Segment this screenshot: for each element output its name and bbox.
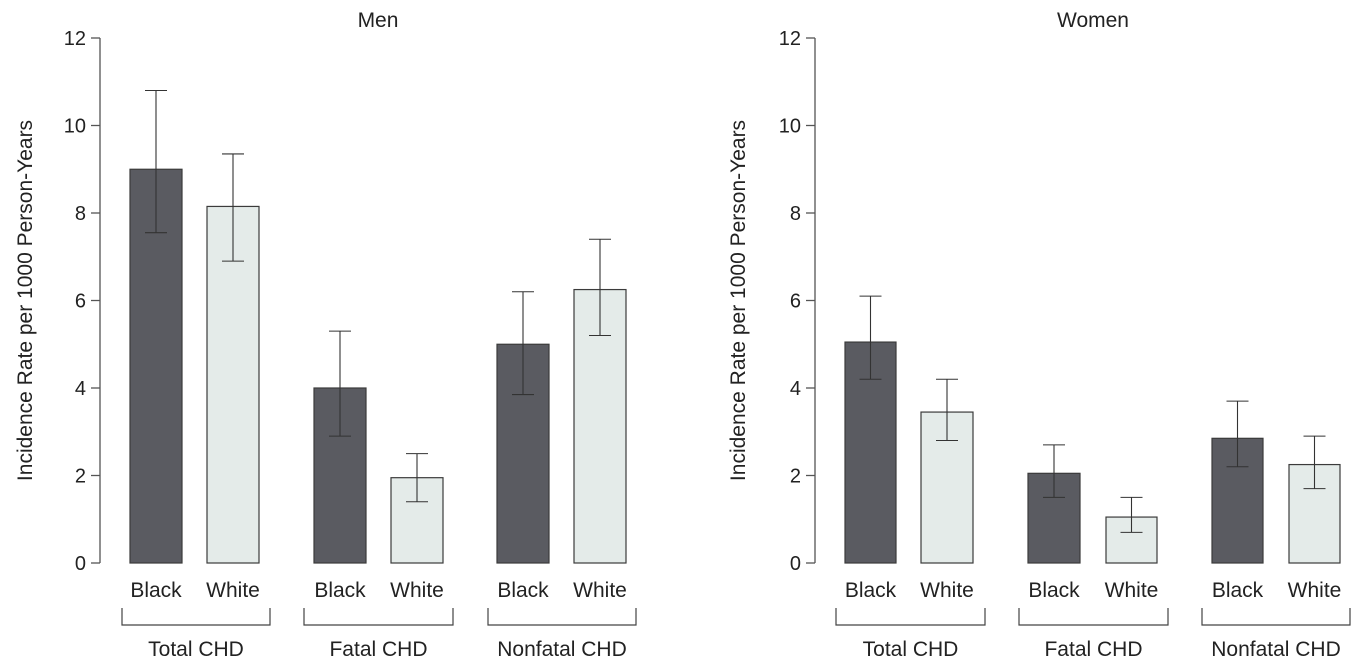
category-label: Black [1028,579,1080,602]
y-tick-label: 6 [75,291,86,313]
y-tick-label: 8 [75,203,86,225]
y-tick-label: 12 [779,28,801,50]
category-label: White [1105,579,1159,602]
y-axis-label: Incidence Rate per 1000 Person-Years [727,120,750,481]
panel-title: Women [1057,9,1129,32]
y-tick-label: 10 [779,116,801,138]
bar-black-0 [129,168,183,564]
bar-black-2 [496,343,550,564]
category-label: Black [130,579,182,602]
group-bracket [1201,608,1351,626]
group-label: Fatal CHD [329,638,427,661]
category-label: White [573,579,627,602]
y-tick-label: 6 [790,291,801,313]
category-label: Black [845,579,897,602]
chart-panel-0: Men Incidence Rate per 1000 Person-Years 0… [14,9,637,661]
group-label: Fatal CHD [1044,638,1142,661]
y-tick-label: 4 [75,378,86,400]
y-tick-label: 8 [790,203,801,225]
category-label: White [1288,579,1342,602]
category-label: Black [314,579,366,602]
y-tick-label: 0 [790,553,801,575]
bar-white-0 [206,205,260,564]
group-bracket [1018,608,1169,626]
category-label: White [920,579,974,602]
y-tick-label: 12 [64,28,86,50]
y-tick-label: 10 [64,116,86,138]
category-label: Black [1212,579,1264,602]
category-label: White [206,579,260,602]
group-label: Total CHD [863,638,959,661]
group-bracket [121,608,271,626]
group-bracket [487,608,637,626]
group-label: Nonfatal CHD [497,638,627,661]
y-tick-label: 2 [75,466,86,488]
group-label: Total CHD [148,638,244,661]
group-bracket [303,608,454,626]
chart-panel-1: Women Incidence Rate per 1000 Person-Year… [727,9,1351,661]
category-label: Black [497,579,549,602]
y-tick-label: 4 [790,378,801,400]
panel-title: Men [358,9,399,32]
y-axis-label: Incidence Rate per 1000 Person-Years [14,120,37,481]
group-label: Nonfatal CHD [1211,638,1341,661]
category-label: White [390,579,444,602]
y-tick-label: 2 [790,466,801,488]
group-bracket [835,608,986,626]
y-tick-label: 0 [75,553,86,575]
